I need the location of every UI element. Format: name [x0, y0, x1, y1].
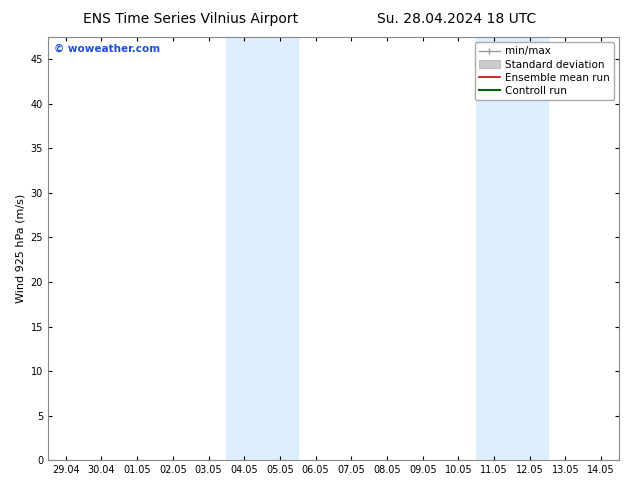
- Text: ENS Time Series Vilnius Airport: ENS Time Series Vilnius Airport: [82, 12, 298, 26]
- Bar: [226, 37, 298, 460]
- Text: © woweather.com: © woweather.com: [54, 44, 160, 53]
- Bar: [476, 37, 548, 460]
- Text: Su. 28.04.2024 18 UTC: Su. 28.04.2024 18 UTC: [377, 12, 536, 26]
- Legend: min/max, Standard deviation, Ensemble mean run, Controll run: min/max, Standard deviation, Ensemble me…: [475, 42, 614, 100]
- Y-axis label: Wind 925 hPa (m/s): Wind 925 hPa (m/s): [15, 194, 25, 303]
